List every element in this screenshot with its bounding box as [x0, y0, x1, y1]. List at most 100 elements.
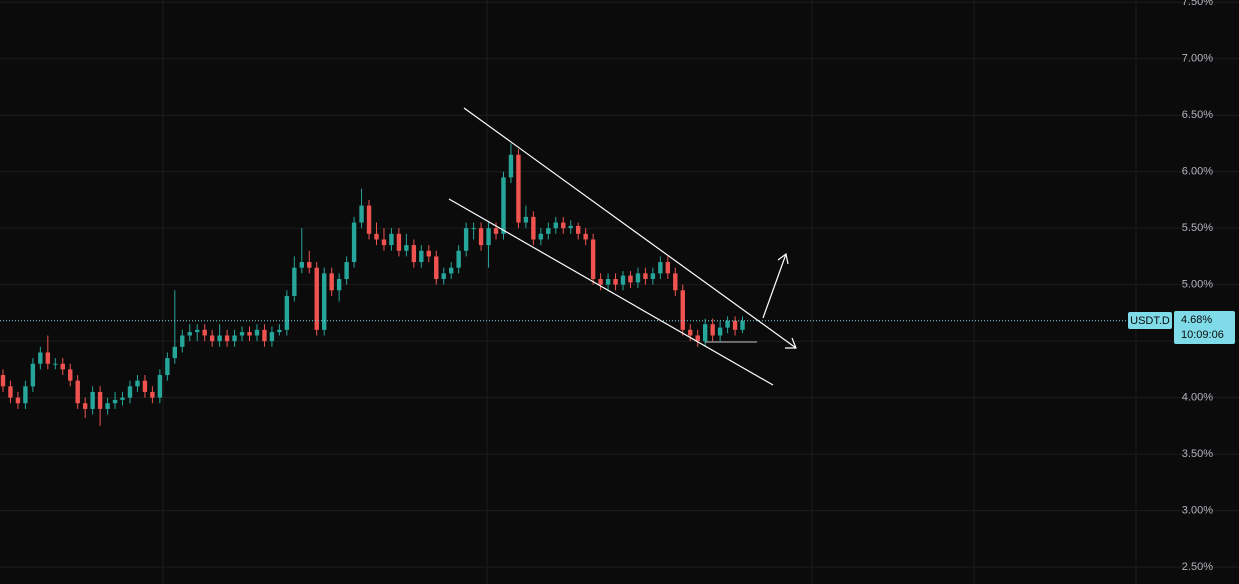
candle-body: [307, 262, 312, 268]
candle-body: [351, 222, 357, 263]
candle-body: [322, 273, 327, 330]
candle-body: [105, 403, 110, 409]
candle-body: [157, 375, 163, 398]
candle-body: [38, 352, 43, 364]
candle-body: [546, 228, 551, 234]
y-tick-label: 4.00%: [1182, 392, 1213, 404]
candle-body: [620, 275, 626, 285]
candle-body: [82, 403, 88, 409]
candle-body: [732, 320, 738, 330]
candle-body: [426, 250, 431, 257]
candle-body: [673, 273, 678, 291]
y-tick-label: 7.00%: [1182, 53, 1213, 65]
candle-body: [613, 279, 618, 285]
y-tick-label: 2.50%: [1182, 561, 1213, 573]
candle-body: [501, 177, 506, 234]
candle-body: [583, 233, 588, 240]
symbol-label: USDT.D: [1130, 315, 1170, 327]
candle-body: [493, 228, 499, 234]
candle-body: [262, 329, 267, 342]
candle-body: [396, 233, 402, 251]
candle-body: [538, 233, 544, 240]
y-tick-label: 5.00%: [1182, 279, 1213, 291]
y-tick-label: 6.50%: [1182, 109, 1213, 121]
candle-body: [329, 273, 334, 291]
arrow-head: [777, 252, 789, 265]
candle-body: [277, 329, 282, 333]
symbol-label-box: [1128, 312, 1172, 329]
candle-body: [381, 239, 387, 246]
candle-body: [561, 222, 566, 229]
lower-trendline: [448, 198, 774, 386]
candle-body: [112, 399, 118, 404]
candle-body: [486, 228, 491, 246]
y-tick-label: 3.50%: [1182, 448, 1213, 460]
candle-body: [463, 228, 469, 251]
candle-body: [478, 228, 484, 246]
candle-body: [30, 363, 36, 387]
candle-body: [195, 329, 200, 333]
candle-body: [471, 228, 476, 230]
candle-body: [665, 262, 671, 274]
candle-body: [456, 250, 461, 268]
candle-body: [598, 279, 603, 285]
candle-body: [90, 391, 95, 409]
y-tick-label: 7.50%: [1182, 0, 1213, 8]
price-label-box: [1174, 311, 1235, 344]
candle-body: [23, 386, 28, 404]
candle-body: [740, 320, 745, 330]
candle-body: [404, 245, 409, 251]
candle-body: [15, 397, 21, 404]
candle-body: [688, 329, 693, 336]
candle-body: [239, 332, 245, 336]
candle-body: [187, 332, 192, 336]
candle-body: [127, 386, 133, 398]
candle-body: [717, 327, 723, 336]
y-tick-label: 5.50%: [1182, 222, 1213, 234]
candle-body: [142, 380, 148, 392]
candle-body: [8, 386, 13, 398]
candle-body: [224, 335, 230, 342]
candle-body: [605, 279, 611, 285]
candle-body: [336, 279, 342, 291]
candle-body: [628, 275, 633, 283]
candle-body: [359, 205, 364, 223]
candle-body: [575, 225, 581, 234]
candle-body: [120, 397, 125, 400]
arrow-head: [785, 337, 797, 349]
candle-body: [292, 267, 297, 296]
candle-body: [553, 222, 558, 229]
candle-body: [299, 262, 304, 268]
candle-body: [217, 335, 222, 342]
candle-body: [441, 273, 446, 280]
candle-body: [680, 290, 685, 330]
candle-body: [209, 335, 215, 342]
candle-body: [389, 233, 394, 246]
candle-body: [568, 225, 573, 229]
vertical-grid: [162, 0, 1137, 584]
y-tick-label: 3.00%: [1182, 504, 1213, 516]
candle-body: [254, 329, 260, 336]
candle-body: [419, 250, 424, 263]
candle-body: [650, 273, 656, 280]
candle-body: [180, 335, 185, 347]
candle-body: [449, 267, 454, 274]
candle-body: [284, 295, 290, 330]
candle-body: [165, 358, 170, 376]
candle-body: [247, 332, 252, 336]
candle-body: [702, 324, 708, 342]
candle-body: [374, 233, 379, 240]
candle-body: [725, 320, 730, 328]
candle-body: [68, 369, 73, 381]
candle-body: [366, 205, 372, 234]
candle-body: [60, 363, 65, 370]
upper-trendline: [463, 107, 797, 349]
breakout-arrow: [762, 253, 787, 319]
candle-body: [97, 391, 103, 409]
candle-body: [411, 245, 417, 263]
candle-body: [75, 380, 80, 404]
candle-body: [590, 239, 596, 280]
